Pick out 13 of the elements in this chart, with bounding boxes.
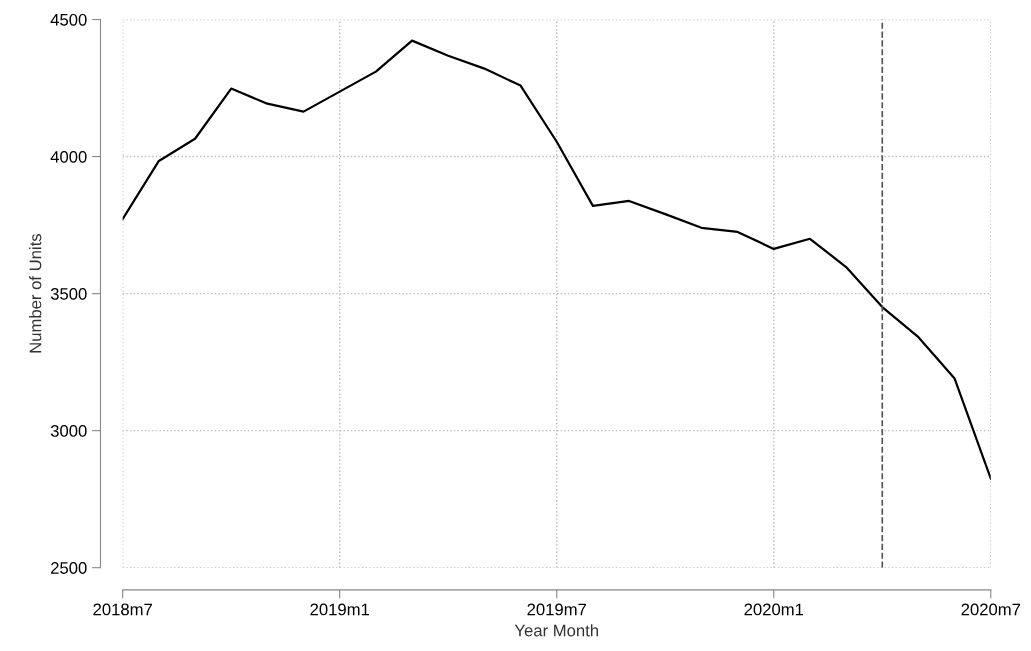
line-series — [122, 39, 991, 480]
x-tick-label: 2019m1 — [310, 603, 370, 616]
y-tick-label: 4500 — [50, 13, 87, 26]
x-axis-title: Year Month — [514, 624, 598, 637]
x-tick-label: 2018m7 — [93, 603, 152, 616]
y-axis-title: Number of Units — [29, 233, 42, 353]
x-tick-label: 2020m1 — [744, 603, 804, 616]
x-tick-label: 2020m7 — [961, 603, 1021, 616]
y-tick-label: 4000 — [50, 150, 87, 163]
x-tick-label: 2019m7 — [527, 603, 587, 616]
y-tick-label: 3000 — [50, 425, 87, 437]
y-tick-label: 2500 — [51, 562, 87, 574]
y-tick-label: 3500 — [50, 288, 87, 300]
